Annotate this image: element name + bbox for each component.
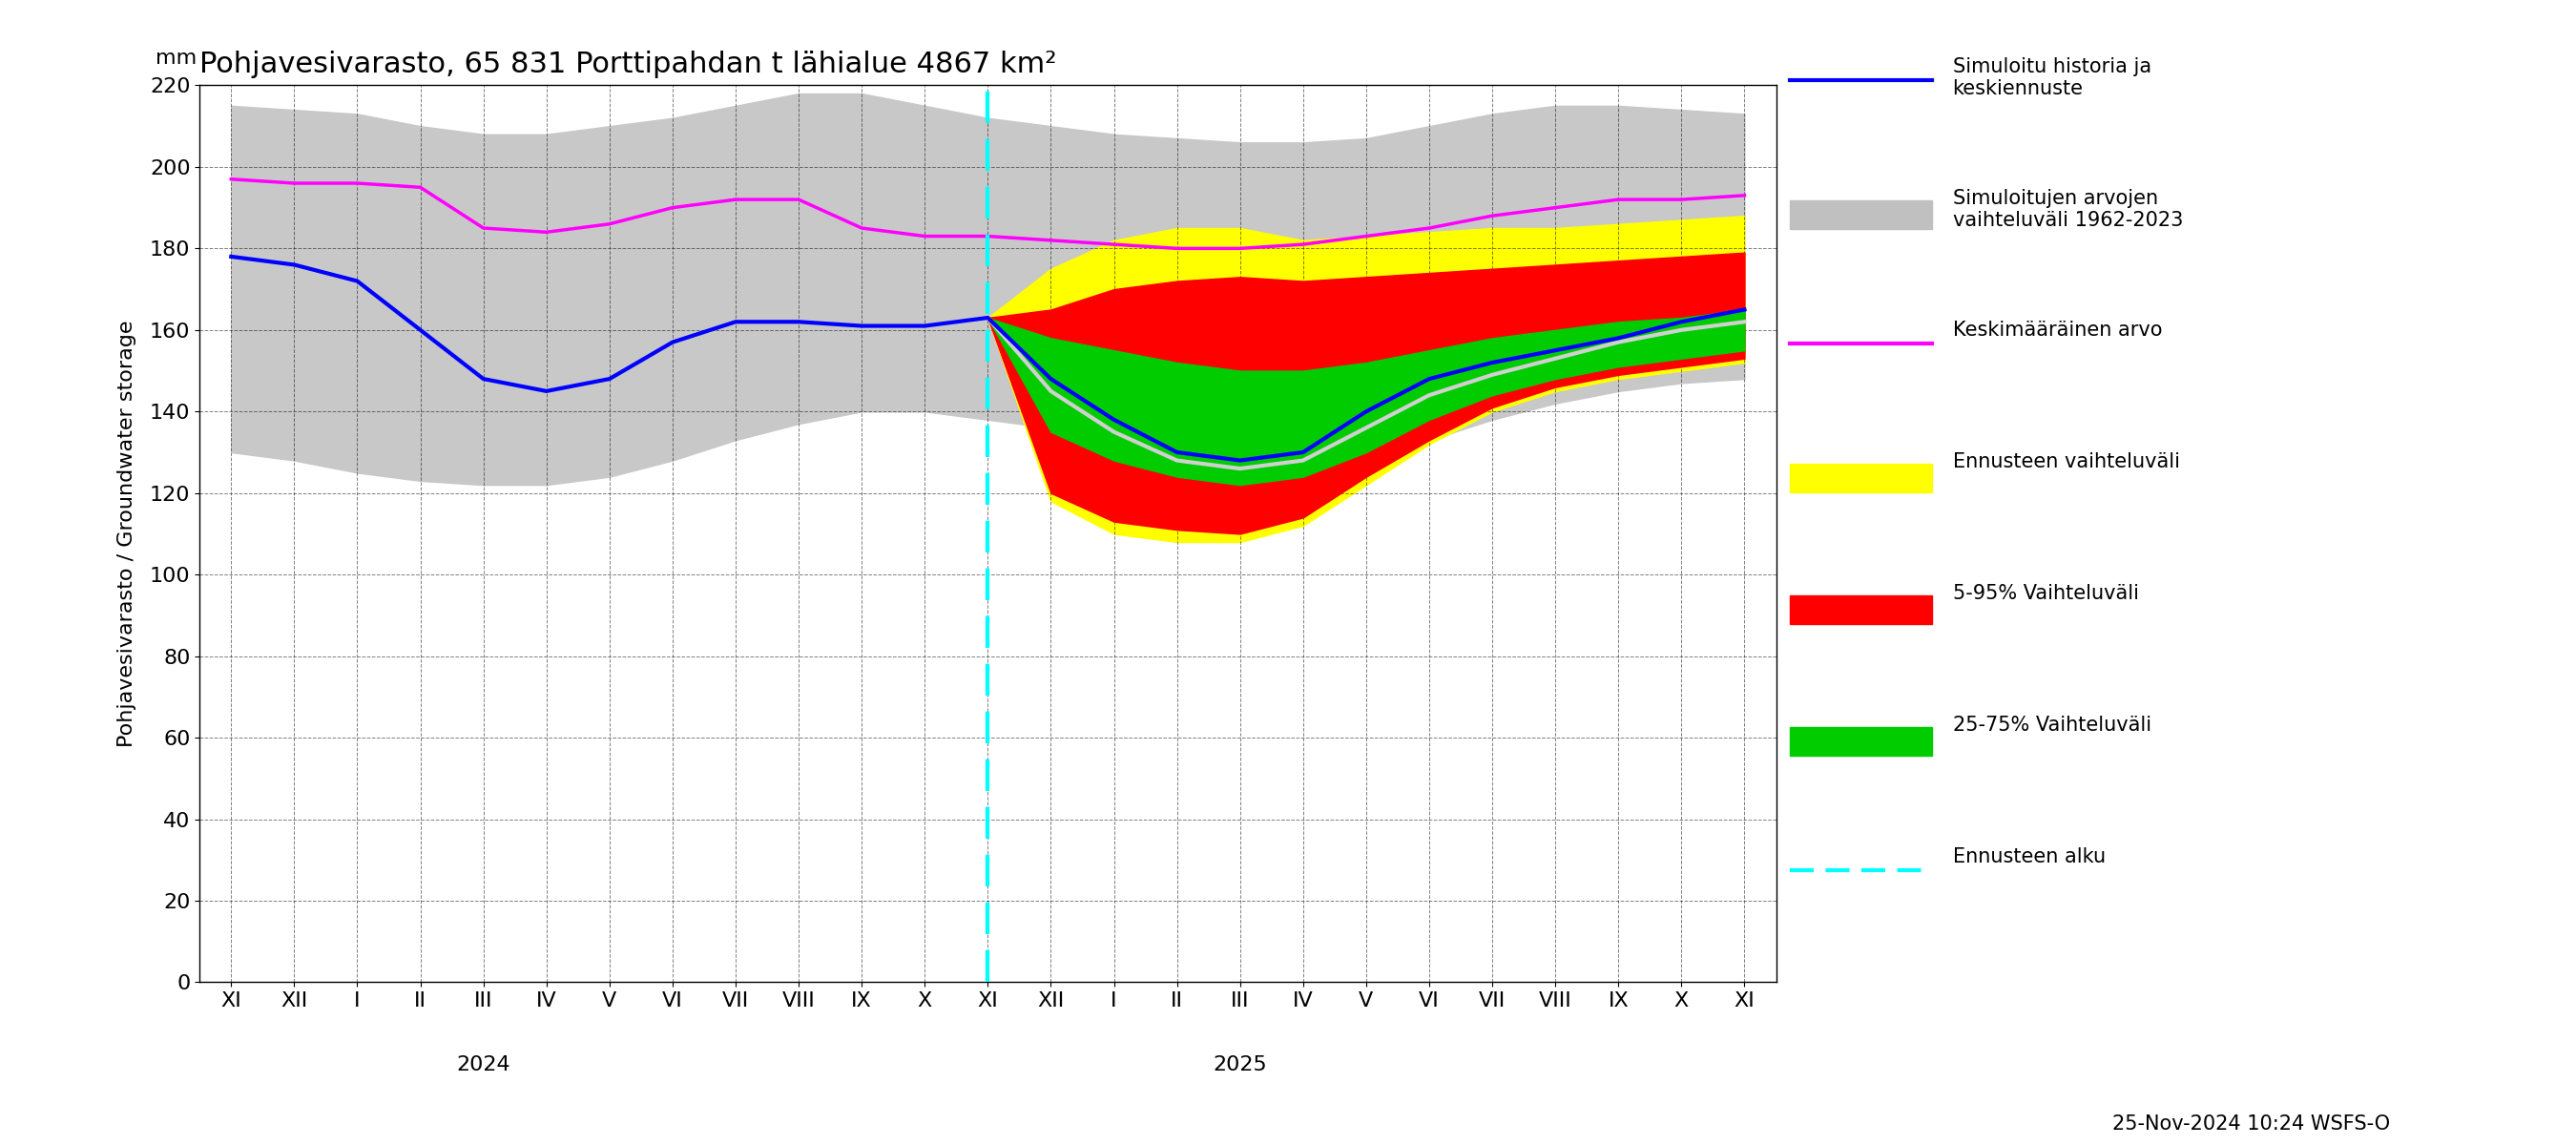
Text: Ennusteen alku: Ennusteen alku (1953, 847, 2105, 867)
Text: Pohjavesivarasto, 65 831 Porttipahdan t lähialue 4867 km²: Pohjavesivarasto, 65 831 Porttipahdan t … (198, 50, 1056, 78)
Text: Ennusteen vaihteluväli: Ennusteen vaihteluväli (1953, 452, 2179, 472)
Text: mm: mm (155, 48, 196, 68)
Text: 25-75% Vaihteluväli: 25-75% Vaihteluväli (1953, 716, 2151, 735)
Text: Simuloitujen arvojen
vaihteluväli 1962-2023: Simuloitujen arvojen vaihteluväli 1962-2… (1953, 189, 2182, 230)
Text: 2024: 2024 (456, 1056, 510, 1075)
Text: 5-95% Vaihteluväli: 5-95% Vaihteluväli (1953, 584, 2138, 603)
Text: Keskimääräinen arvo: Keskimääräinen arvo (1953, 321, 2161, 340)
Text: Simuloitu historia ja
keskiennuste: Simuloitu historia ja keskiennuste (1953, 57, 2151, 98)
Y-axis label: Pohjavesivarasto / Groundwater storage: Pohjavesivarasto / Groundwater storage (118, 321, 137, 748)
Text: 2025: 2025 (1213, 1056, 1267, 1075)
Text: 25-Nov-2024 10:24 WSFS-O: 25-Nov-2024 10:24 WSFS-O (2112, 1114, 2391, 1134)
